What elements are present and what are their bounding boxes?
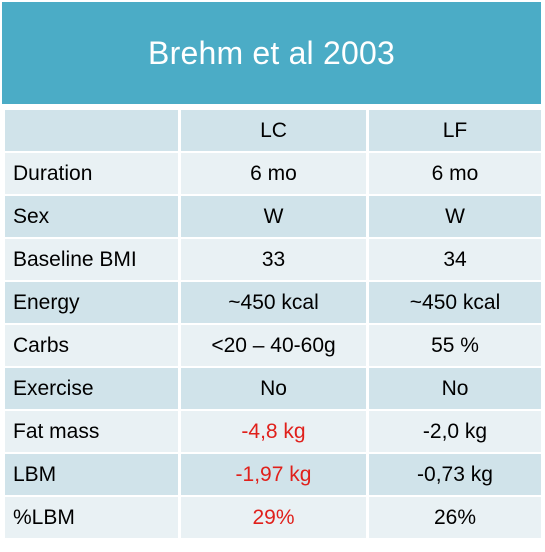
row-label: LBM bbox=[5, 454, 178, 495]
header-cell-lf: LF bbox=[369, 110, 541, 151]
row-label: Energy bbox=[5, 282, 178, 323]
cell-lf: -2,0 kg bbox=[369, 411, 541, 452]
title-bar: Brehm et al 2003 bbox=[2, 2, 541, 104]
slide-title: Brehm et al 2003 bbox=[148, 34, 395, 71]
table-row: Carbs <20 – 40-60g 55 % bbox=[5, 325, 541, 366]
cell-lf: 55 % bbox=[369, 325, 541, 366]
row-label: Baseline BMI bbox=[5, 239, 178, 280]
cell-lf: 26% bbox=[369, 497, 541, 538]
table-row: Fat mass -4,8 kg -2,0 kg bbox=[5, 411, 541, 452]
cell-lf: No bbox=[369, 368, 541, 409]
cell-lc: -4,8 kg bbox=[181, 411, 366, 452]
cell-lc: 33 bbox=[181, 239, 366, 280]
cell-lf: 34 bbox=[369, 239, 541, 280]
table-row: Baseline BMI 33 34 bbox=[5, 239, 541, 280]
row-label: Exercise bbox=[5, 368, 178, 409]
cell-lc: -1,97 kg bbox=[181, 454, 366, 495]
row-label: Sex bbox=[5, 196, 178, 237]
row-label: Duration bbox=[5, 153, 178, 194]
table-row: LBM -1,97 kg -0,73 kg bbox=[5, 454, 541, 495]
slide: Brehm et al 2003 LC LF Duration 6 mo 6 mo S… bbox=[2, 2, 541, 548]
cell-lc: 6 mo bbox=[181, 153, 366, 194]
table-row: Duration 6 mo 6 mo bbox=[5, 153, 541, 194]
table-row: Energy ~450 kcal ~450 kcal bbox=[5, 282, 541, 323]
table-row: Exercise No No bbox=[5, 368, 541, 409]
header-cell-lc: LC bbox=[181, 110, 366, 151]
cell-lc: <20 – 40-60g bbox=[181, 325, 366, 366]
cell-lf: ~450 kcal bbox=[369, 282, 541, 323]
cell-lc: No bbox=[181, 368, 366, 409]
row-label: Fat mass bbox=[5, 411, 178, 452]
row-label: Carbs bbox=[5, 325, 178, 366]
cell-lf: W bbox=[369, 196, 541, 237]
cell-lf: -0,73 kg bbox=[369, 454, 541, 495]
table-row: %LBM 29% 26% bbox=[5, 497, 541, 538]
row-label: %LBM bbox=[5, 497, 178, 538]
header-row: LC LF bbox=[5, 110, 541, 151]
comparison-table: LC LF Duration 6 mo 6 mo Sex W W Baseline BMI 3… bbox=[2, 108, 544, 540]
header-cell-empty bbox=[5, 110, 178, 151]
table-row: Sex W W bbox=[5, 196, 541, 237]
cell-lf: 6 mo bbox=[369, 153, 541, 194]
cell-lc: 29% bbox=[181, 497, 366, 538]
cell-lc: W bbox=[181, 196, 366, 237]
cell-lc: ~450 kcal bbox=[181, 282, 366, 323]
